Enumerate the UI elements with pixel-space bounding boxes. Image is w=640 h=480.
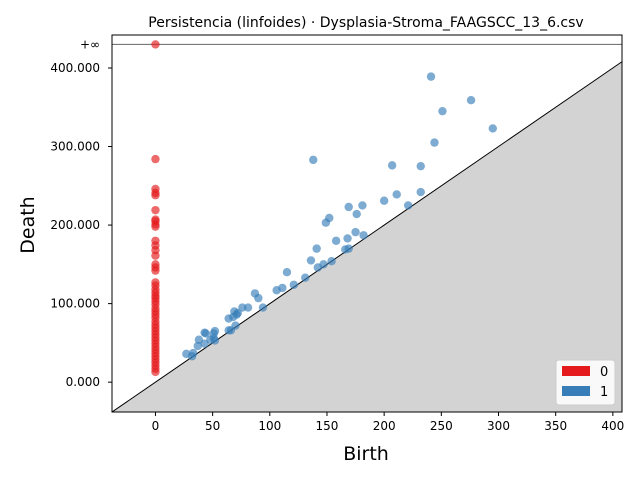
point-series-1-12 — [210, 336, 220, 345]
point-series-1-44 — [351, 227, 360, 237]
x-tick-label-3: 150 — [316, 419, 339, 433]
point-series-1-50 — [392, 190, 401, 199]
point-series-1-33 — [312, 244, 321, 253]
point-series-0-1 — [151, 154, 160, 164]
y-tick-label-4: 400.000 — [50, 61, 100, 75]
points-layer — [151, 40, 497, 377]
point-series-0-45 — [151, 367, 160, 377]
point-series-1-32 — [309, 155, 318, 165]
point-series-0-5 — [151, 205, 160, 215]
x-tick-label-6: 300 — [487, 419, 510, 433]
point-series-0-13 — [151, 251, 160, 260]
point-series-1-11 — [210, 326, 220, 336]
point-series-1-22 — [243, 303, 253, 312]
legend-label-0: 0 — [600, 365, 608, 380]
legend-swatch-0 — [562, 366, 590, 376]
legend-swatch-1 — [562, 386, 590, 396]
point-series-1-38 — [327, 257, 336, 266]
y-tick-label-2: 200.000 — [50, 218, 100, 232]
x-axis-label: Birth — [343, 443, 389, 465]
point-series-1-35 — [319, 260, 328, 269]
point-series-1-55 — [430, 138, 439, 147]
legend-label-1: 1 — [600, 385, 608, 400]
point-series-1-41 — [343, 234, 352, 243]
x-tick-label-7: 350 — [544, 419, 567, 433]
point-series-1-58 — [488, 124, 497, 133]
point-series-1-48 — [379, 196, 389, 205]
point-series-1-18 — [231, 321, 240, 330]
plot-frame — [111, 34, 623, 413]
x-tick-label-5: 250 — [430, 419, 453, 433]
infinity-tick-label: +∞ — [80, 37, 100, 51]
point-series-0-4 — [151, 191, 160, 200]
point-series-1-46 — [358, 201, 367, 210]
point-series-0-9 — [151, 222, 160, 231]
point-series-1-56 — [438, 106, 447, 116]
x-axis: 0 50 100 150 200 250 300 350 400 — [152, 412, 624, 433]
legend: 01 — [555, 359, 616, 406]
point-series-1-7 — [201, 329, 210, 338]
point-series-1-45 — [352, 209, 361, 219]
y-tick-label-1: 100.000 — [50, 297, 100, 311]
point-series-1-3 — [193, 341, 202, 351]
plot-area — [111, 34, 623, 413]
chart-title: Persistencia (linfoides) · Dysplasia-Str… — [148, 15, 583, 31]
point-series-1-53 — [416, 187, 425, 197]
y-axis: 0.000 100.000 200.000 300.000 400.000 — [50, 61, 112, 389]
y-tick-label-3: 300.000 — [50, 140, 100, 154]
point-series-1-39 — [331, 236, 341, 245]
point-series-1-43 — [344, 202, 353, 212]
point-series-1-51 — [403, 201, 413, 210]
point-series-1-49 — [387, 161, 397, 170]
point-series-1-57 — [466, 95, 476, 105]
point-series-1-52 — [416, 161, 425, 171]
x-tick-label-8: 400 — [601, 419, 624, 433]
point-series-0-16 — [151, 266, 160, 275]
point-series-1-29 — [289, 280, 299, 289]
point-series-1-28 — [282, 267, 292, 277]
point-series-1-30 — [301, 273, 310, 282]
point-series-1-20 — [233, 308, 242, 318]
x-tick-label-1: 50 — [205, 419, 220, 433]
y-tick-label-0: 0.000 — [66, 375, 100, 389]
x-tick-label-4: 200 — [373, 419, 396, 433]
point-series-1-47 — [359, 231, 368, 240]
point-series-1-24 — [254, 293, 263, 303]
point-series-1-25 — [258, 303, 268, 312]
point-series-1-31 — [306, 256, 316, 265]
point-series-1-37 — [325, 213, 334, 223]
diagonal-line — [112, 61, 622, 412]
point-series-1-27 — [278, 283, 287, 293]
x-tick-label-2: 100 — [258, 419, 281, 433]
y-axis-label: Death — [17, 196, 39, 253]
point-series-1-42 — [344, 244, 353, 253]
point-series-1-2 — [188, 348, 198, 358]
point-series-1-54 — [426, 72, 436, 81]
point-series-0-0 — [151, 40, 160, 49]
x-tick-label-0: 0 — [152, 419, 160, 433]
